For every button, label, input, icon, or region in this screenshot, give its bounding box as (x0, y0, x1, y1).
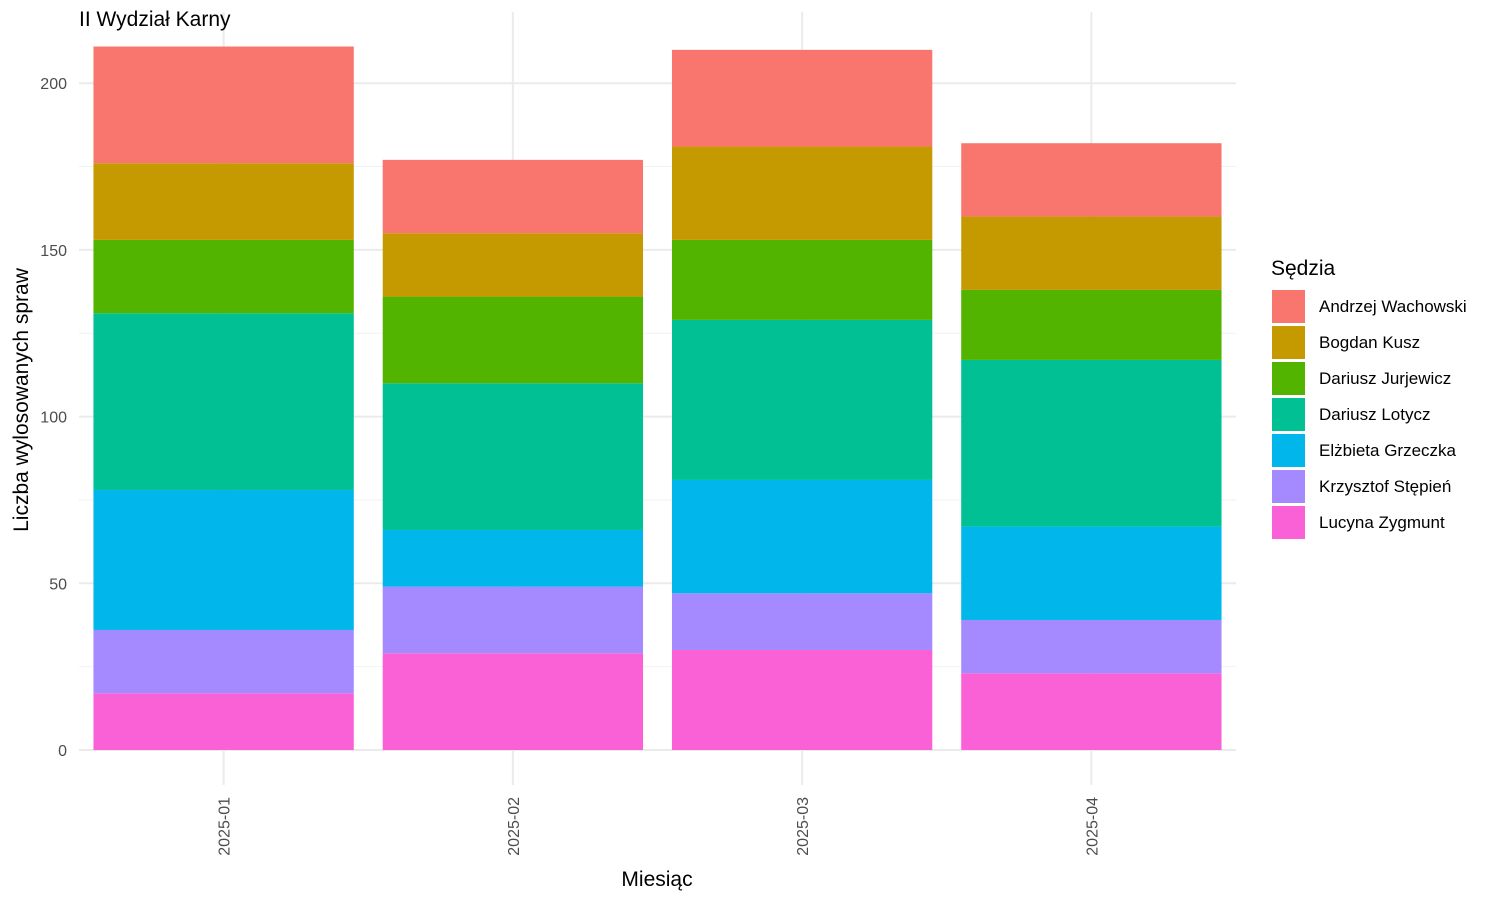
x-tick-label: 2025-01 (217, 797, 234, 856)
legend-label: Andrzej Wachowski (1319, 297, 1467, 316)
x-tick-label: 2025-03 (795, 797, 812, 856)
bar-segment (671, 479, 933, 594)
legend-key (1272, 290, 1305, 323)
y-axis-title: Liczba wylosowanych spraw (10, 267, 33, 532)
legend-key (1272, 434, 1305, 467)
y-tick-label: 150 (40, 243, 67, 260)
bar-segment (671, 319, 933, 480)
legend-key (1272, 326, 1305, 359)
legend-key (1272, 470, 1305, 503)
bar-segment (671, 239, 933, 320)
bar-segment (382, 529, 644, 587)
bar-segment (961, 673, 1222, 750)
bar-segment (93, 629, 354, 694)
y-axis-tick-labels: 0 50 100 150 200 (40, 76, 67, 760)
bar-segment (382, 159, 644, 234)
bar-segment (382, 296, 644, 384)
y-tick-label: 200 (40, 76, 67, 93)
bar-segment (93, 693, 354, 750)
bar-segment (382, 383, 644, 530)
legend: Sędzia Andrzej Wachowski Bogdan Kusz Dariu… (1271, 257, 1467, 539)
y-tick-label: 50 (49, 576, 67, 593)
x-tick-label: 2025-02 (506, 797, 523, 856)
legend-title: Sędzia (1271, 257, 1336, 280)
legend-label: Dariusz Lotycz (1319, 405, 1430, 424)
bar-segment (671, 49, 933, 147)
bar-segment (671, 649, 933, 750)
bar-segment (93, 46, 354, 164)
legend-label: Bogdan Kusz (1319, 333, 1420, 352)
legend-key (1272, 506, 1305, 539)
chart-title: II Wydział Karny (79, 8, 231, 31)
bar-segment (961, 359, 1222, 527)
bar-segment (961, 143, 1222, 217)
bar-segment (93, 313, 354, 490)
bar-segment (382, 653, 644, 750)
bar-segment (382, 233, 644, 297)
bar-segment (382, 586, 644, 654)
x-axis-title: Miesiąc (621, 868, 692, 891)
bar-segment (93, 239, 354, 314)
legend-label: Krzysztof Stępień (1319, 477, 1451, 496)
bars (93, 46, 1222, 750)
bar-segment (93, 489, 354, 630)
bar-segment (961, 526, 1222, 620)
legend-label: Dariusz Jurjewicz (1319, 369, 1451, 388)
bar-segment (671, 593, 933, 650)
bar-segment (961, 619, 1222, 674)
legend-label: Elżbieta Grzeczka (1319, 441, 1457, 460)
legend-key (1272, 398, 1305, 431)
x-axis-tick-labels: 2025-01 2025-02 2025-03 2025-04 (217, 797, 1102, 856)
legend-key (1272, 362, 1305, 395)
bar-segment (961, 289, 1222, 360)
x-tick-label: 2025-04 (1084, 797, 1101, 856)
bar-segment (93, 163, 354, 240)
legend-label: Lucyna Zygmunt (1319, 513, 1445, 532)
y-tick-label: 100 (40, 410, 67, 427)
bar-segment (671, 146, 933, 240)
bar-segment (961, 216, 1222, 290)
y-tick-label: 0 (58, 743, 67, 760)
